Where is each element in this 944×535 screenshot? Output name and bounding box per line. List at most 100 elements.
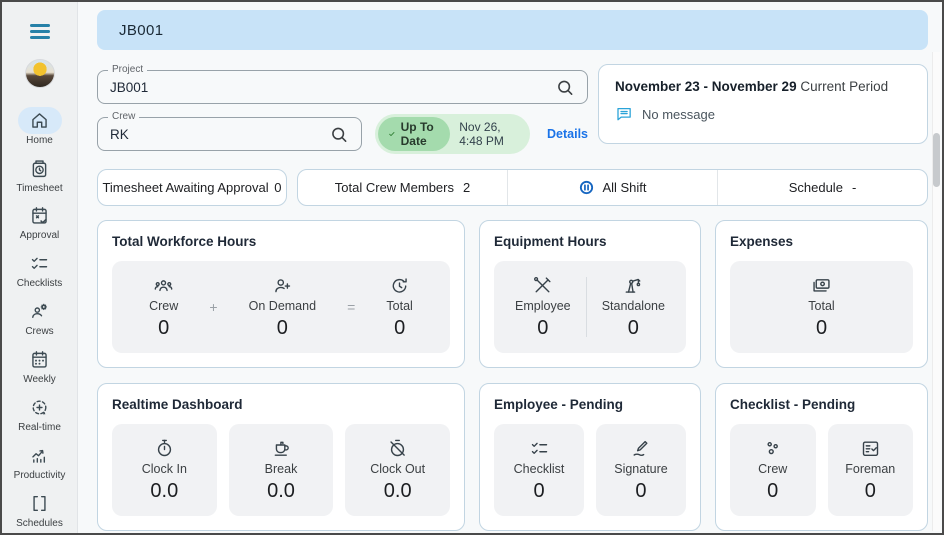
stat-expenses-total: Total 0	[808, 275, 835, 340]
timer-icon	[157, 439, 171, 456]
user-avatar[interactable]	[24, 59, 55, 89]
stat-value: 0.0	[150, 479, 179, 502]
total-crew-members: Total Crew Members 2	[298, 170, 507, 205]
sidebar: Home Timesheet Approval Checklists Crews	[2, 2, 78, 533]
break-box: Break 0.0	[228, 424, 334, 516]
stat-total: Total 0	[386, 275, 413, 340]
checklist-icon	[18, 250, 62, 277]
equipment-hours-card: Equipment Hours Employee 0 Standalone 0	[479, 220, 701, 368]
awaiting-approval-value: 0	[274, 180, 282, 195]
project-field[interactable]: Project JB001	[97, 64, 588, 104]
sidebar-item-label: Crews	[25, 326, 54, 338]
search-icon[interactable]	[329, 124, 349, 144]
pending-foreman-box: Foreman 0	[827, 424, 913, 516]
stat-value: 0	[158, 316, 170, 339]
realtime-dashboard-card: Realtime Dashboard Clock In 0.0 Break	[97, 383, 465, 531]
stat-label: Total	[808, 298, 835, 313]
project-field-value[interactable]: JB001	[110, 79, 149, 95]
search-icon[interactable]	[555, 77, 575, 97]
card-title: Total Workforce Hours	[112, 234, 257, 249]
all-shift-label: All Shift	[602, 180, 647, 195]
signature-pen-icon	[633, 440, 648, 456]
insights-chart-icon	[18, 442, 62, 469]
crew-summary-card: Total Crew Members 2 All Shift Schedule …	[297, 169, 928, 206]
sidebar-item-label: Weekly	[23, 373, 56, 385]
crew-field[interactable]: Crew RK	[97, 111, 362, 151]
crew-field-value[interactable]: RK	[110, 126, 129, 142]
sidebar-item-weekly[interactable]: Weekly	[2, 342, 77, 390]
update-clock-icon	[392, 277, 407, 293]
sync-status-pill: Up To Date	[378, 117, 451, 151]
schedule-selector[interactable]: Schedule -	[717, 170, 927, 205]
stat-crew: Crew 0	[149, 275, 178, 340]
stat-clock-in: Clock In 0.0	[142, 438, 187, 503]
groups-icon	[154, 279, 173, 291]
stat-pending-checklist: Checklist 0	[513, 438, 565, 503]
worker-gear-icon	[18, 298, 62, 325]
scrollbar-thumb[interactable]	[932, 133, 940, 187]
sync-timestamp: Nov 26, 4:48 PM	[459, 120, 504, 148]
stat-value: 0	[533, 479, 545, 502]
main-content: JB001 Project JB001 Crew RK	[78, 2, 942, 533]
sidebar-item-productivity[interactable]: Productivity	[2, 437, 77, 485]
card-title: Checklist - Pending	[730, 397, 856, 412]
stat-value: 0	[815, 316, 828, 339]
sidebar-item-home[interactable]: Home	[2, 102, 77, 150]
stat-label: Break	[264, 461, 298, 476]
stat-value: 0	[627, 316, 639, 339]
stat-employee: Employee 0	[515, 275, 571, 340]
sidebar-item-label: Timesheet	[16, 182, 63, 194]
details-link[interactable]: Details	[547, 127, 588, 141]
card-title: Employee - Pending	[494, 397, 624, 412]
calendar-approval-icon	[18, 202, 62, 229]
stat-label: Employee	[515, 298, 571, 313]
card-title: Equipment Hours	[494, 234, 607, 249]
sidebar-item-schedules[interactable]: Schedules	[2, 485, 77, 533]
stat-value: 0	[767, 479, 779, 502]
all-shift-toggle[interactable]: All Shift	[507, 170, 717, 205]
sidebar-item-timesheet[interactable]: Timesheet	[2, 150, 77, 198]
punch-clock-icon	[18, 155, 62, 182]
sidebar-item-approval[interactable]: Approval	[2, 198, 77, 246]
checklist-icon	[531, 442, 547, 454]
checklist-pending-card: Checklist - Pending Crew 0 Foreman	[715, 383, 928, 531]
sidebar-item-realtime[interactable]: Real-time	[2, 389, 77, 437]
scatter-dots-icon	[767, 441, 779, 454]
period-card: November 23 - November 29 Current Period…	[598, 64, 928, 144]
sidebar-item-crews[interactable]: Crews	[2, 294, 77, 342]
divider	[585, 277, 587, 337]
stat-clock-out: Clock Out 0.0	[370, 438, 425, 503]
sidebar-item-checklists[interactable]: Checklists	[2, 246, 77, 294]
period-range: November 23 - November 29	[615, 79, 797, 94]
realtime-sync-icon	[18, 394, 62, 421]
menu-hamburger-icon[interactable]	[29, 24, 50, 39]
equals-operator: =	[347, 299, 356, 315]
person-add-icon	[275, 278, 291, 292]
stat-label: Checklist	[513, 461, 565, 476]
fact-check-icon	[862, 441, 878, 456]
sidebar-item-label: Real-time	[18, 421, 61, 433]
awaiting-approval-card: Timesheet Awaiting Approval 0	[97, 169, 287, 206]
stat-value: 0	[864, 479, 876, 502]
stat-value: 0	[276, 316, 288, 339]
stat-label: Clock In	[141, 461, 187, 476]
scrollbar-track[interactable]	[932, 52, 940, 531]
stat-value: 0	[394, 316, 406, 339]
stat-value: 0	[635, 479, 647, 502]
sidebar-item-label: Approval	[19, 230, 60, 242]
check-icon	[389, 132, 395, 136]
crew-field-label: Crew	[108, 111, 140, 123]
sync-status-text: Up To Date	[400, 120, 434, 148]
stat-pending-foreman: Foreman 0	[845, 438, 895, 503]
stat-standalone: Standalone 0	[602, 275, 665, 340]
calendar-week-icon	[18, 346, 62, 373]
stat-on-demand: On Demand 0	[249, 275, 316, 340]
home-icon	[17, 106, 62, 134]
sidebar-item-label: Checklists	[16, 278, 63, 290]
pending-checklist-box: Checklist 0	[494, 424, 584, 516]
pending-crew-box: Crew 0	[730, 424, 816, 516]
project-field-label: Project	[108, 64, 148, 76]
sidebar-item-label: Productivity	[13, 469, 66, 481]
pending-signature-box: Signature 0	[596, 424, 686, 516]
